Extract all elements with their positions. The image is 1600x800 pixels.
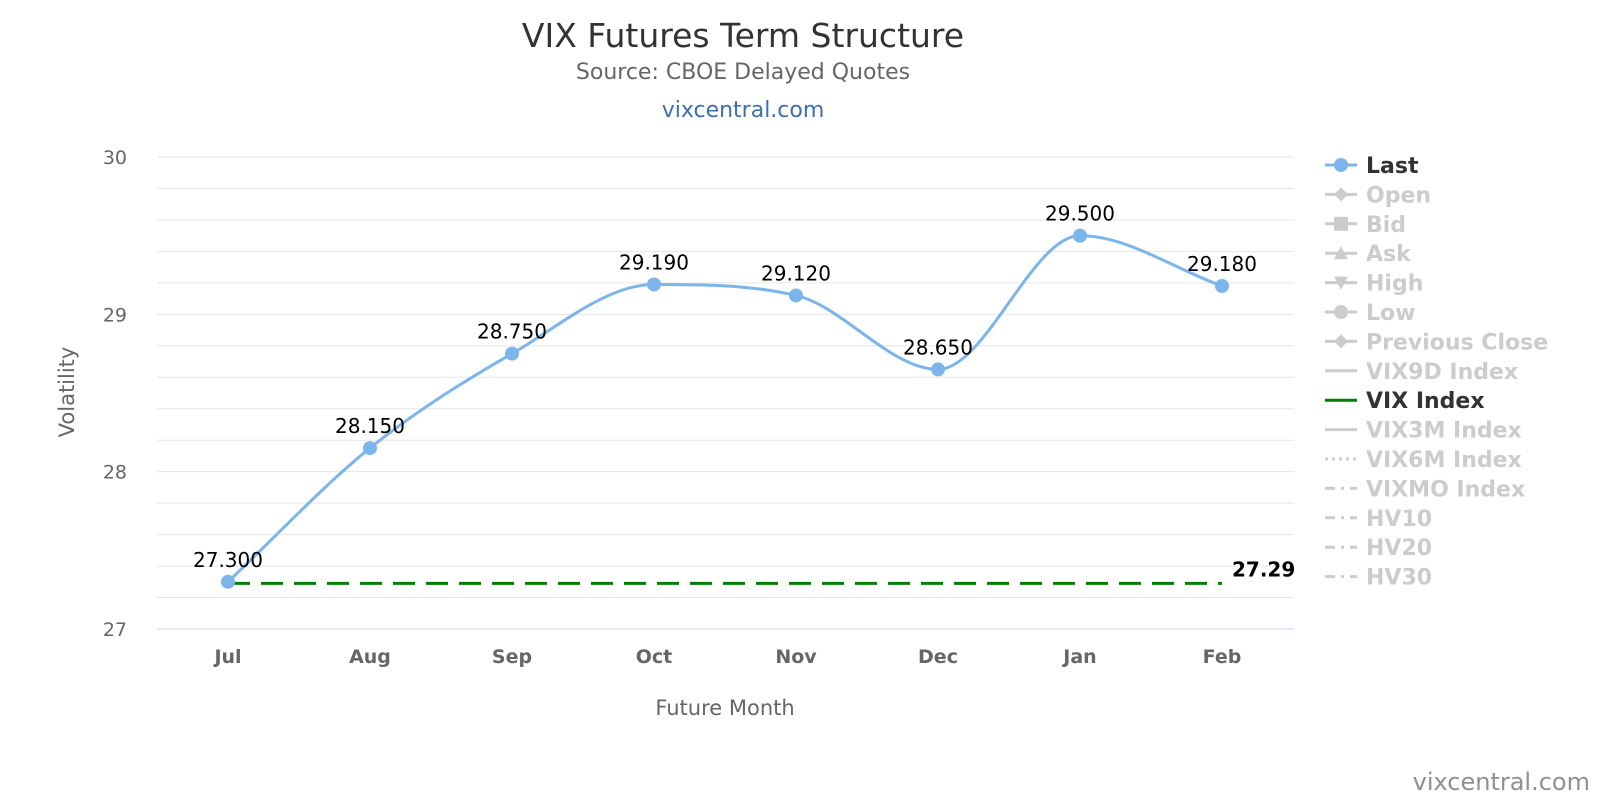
y-axis-title: Volatility: [55, 347, 79, 438]
x-tick-label: Jul: [212, 646, 241, 668]
data-point-last[interactable]: [221, 574, 235, 589]
data-point-last[interactable]: [505, 346, 519, 361]
legend-item-high[interactable]: High: [1325, 272, 1423, 297]
data-point-last[interactable]: [647, 277, 661, 292]
legend-item-hv20[interactable]: HV20: [1325, 536, 1432, 561]
plot-series: 27.29 27.300 28.150 28.750 29.190 29.120 28.65…: [193, 202, 1295, 589]
data-label-last: 28.750: [477, 320, 547, 344]
data-point-last[interactable]: [931, 362, 945, 377]
legend-label: VIX9D Index: [1366, 360, 1518, 385]
legend-item-vix3m-index[interactable]: VIX3M Index: [1325, 419, 1522, 444]
y-tick-label: 27: [103, 619, 127, 641]
y-axis-ticks: 27 28 29 30: [103, 147, 127, 641]
y-tick-label: 30: [103, 147, 127, 169]
data-label-last: 29.500: [1045, 202, 1115, 226]
y-tick-label: 29: [103, 304, 127, 326]
legend-item-hv30[interactable]: HV30: [1325, 566, 1432, 591]
legend-label: HV20: [1366, 536, 1432, 561]
x-tick-label: Dec: [918, 646, 958, 668]
legend-symbol: [1334, 187, 1348, 202]
legend-symbol: [1334, 276, 1348, 290]
legend-label: Low: [1366, 301, 1415, 326]
legend-item-hv10[interactable]: HV10: [1325, 507, 1432, 532]
legend: Last Open Bid Ask High Low Previous Close VIX9D…: [1325, 154, 1548, 591]
data-label-last: 29.120: [761, 261, 831, 285]
legend-item-vix-index[interactable]: VIX Index: [1325, 389, 1485, 414]
data-point-last[interactable]: [363, 441, 377, 456]
legend-label: VIX6M Index: [1366, 448, 1522, 473]
legend-item-bid[interactable]: Bid: [1325, 213, 1406, 238]
legend-item-open[interactable]: Open: [1325, 183, 1431, 208]
y-tick-label: 28: [103, 462, 127, 484]
data-point-last[interactable]: [1215, 279, 1229, 294]
x-tick-label: Jan: [1061, 646, 1096, 668]
credit-text[interactable]: vixcentral.com: [1413, 768, 1590, 796]
source-link[interactable]: vixcentral.com: [662, 98, 825, 123]
chart-subtitle: Source: CBOE Delayed Quotes: [576, 60, 910, 85]
x-tick-label: Feb: [1203, 646, 1242, 668]
legend-label: HV30: [1366, 566, 1432, 591]
data-point-last[interactable]: [1073, 228, 1087, 243]
legend-label: VIX Index: [1366, 389, 1485, 414]
legend-label: VIX3M Index: [1366, 419, 1522, 444]
legend-symbol: [1334, 246, 1348, 260]
legend-item-vixmo-index[interactable]: VIXMO Index: [1325, 477, 1525, 502]
legend-item-last[interactable]: Last: [1325, 154, 1419, 179]
x-axis-title: Future Month: [655, 696, 794, 720]
legend-item-previous-close[interactable]: Previous Close: [1325, 330, 1548, 355]
x-tick-label: Nov: [775, 646, 817, 668]
legend-item-low[interactable]: Low: [1325, 301, 1415, 326]
series-line-last: [226, 234, 1223, 583]
data-label-last: 28.150: [335, 414, 405, 438]
x-tick-label: Sep: [492, 646, 532, 668]
legend-item-vix6m-index[interactable]: VIX6M Index: [1325, 448, 1522, 473]
legend-symbol: [1334, 158, 1348, 172]
legend-label: Ask: [1366, 242, 1412, 267]
chart-title: VIX Futures Term Structure: [522, 16, 964, 55]
legend-label: Previous Close: [1366, 330, 1548, 355]
legend-item-ask[interactable]: Ask: [1325, 242, 1412, 267]
x-tick-label: Aug: [349, 646, 391, 668]
grid-lines: [157, 156, 1294, 630]
legend-symbol: [1334, 305, 1348, 319]
data-label-last: 29.180: [1187, 252, 1257, 276]
x-tick-label: Oct: [636, 646, 673, 668]
legend-item-vix9d-index[interactable]: VIX9D Index: [1325, 360, 1518, 385]
data-point-last[interactable]: [789, 288, 803, 303]
legend-symbol: [1334, 334, 1348, 349]
legend-label: High: [1366, 272, 1423, 297]
legend-label: VIXMO Index: [1366, 477, 1525, 502]
legend-symbol: [1334, 216, 1348, 231]
data-label-last: 29.190: [619, 250, 689, 274]
x-axis-ticks: Jul Aug Sep Oct Nov Dec Jan Feb: [212, 646, 1241, 668]
vix-index-end-label: 27.29: [1232, 557, 1295, 581]
legend-label: HV10: [1366, 507, 1432, 532]
data-label-last: 27.300: [193, 548, 263, 572]
legend-label: Bid: [1366, 213, 1406, 238]
data-label-last: 28.650: [903, 335, 973, 359]
legend-label: Last: [1366, 154, 1419, 179]
legend-label: Open: [1366, 183, 1431, 208]
